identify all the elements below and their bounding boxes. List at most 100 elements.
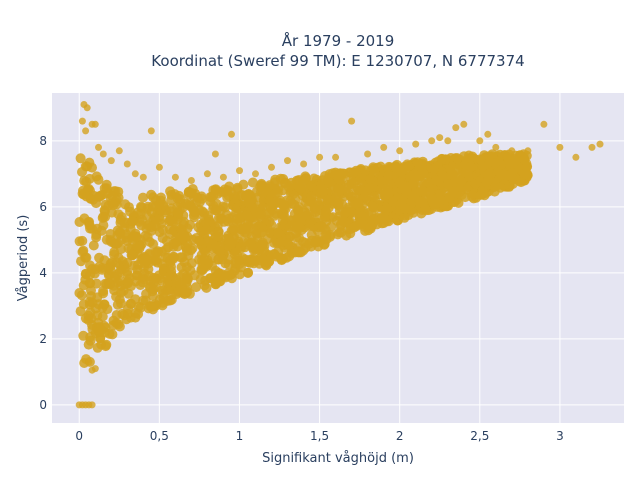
data-point xyxy=(175,271,186,282)
data-point xyxy=(74,288,85,298)
data-point xyxy=(78,245,89,256)
data-point xyxy=(426,194,437,205)
data-point xyxy=(236,167,243,175)
data-point xyxy=(146,207,157,218)
data-point xyxy=(178,202,189,213)
data-point xyxy=(267,205,278,215)
data-point xyxy=(93,174,104,185)
data-point xyxy=(203,211,214,221)
data-point xyxy=(256,240,267,251)
data-point xyxy=(412,157,423,168)
data-point xyxy=(130,276,141,287)
data-point xyxy=(154,227,165,238)
y-tick-label: 0 xyxy=(39,398,47,412)
data-point xyxy=(144,301,155,312)
data-point xyxy=(360,165,371,176)
data-point xyxy=(150,247,161,258)
data-point xyxy=(367,201,378,212)
data-point xyxy=(109,247,120,258)
data-point xyxy=(174,190,185,201)
data-point xyxy=(284,157,291,165)
data-point xyxy=(379,190,390,201)
chart-subtitle: Koordinat (Sweref 99 TM): E 1230707, N 6… xyxy=(151,52,524,70)
data-point xyxy=(377,213,388,223)
data-point xyxy=(292,204,303,215)
data-point xyxy=(324,177,335,188)
data-point xyxy=(316,153,324,161)
data-point xyxy=(298,176,309,186)
data-point xyxy=(248,258,259,269)
data-point xyxy=(522,161,533,172)
data-point xyxy=(165,295,176,306)
y-tick-label: 6 xyxy=(39,200,47,214)
density-layer xyxy=(74,149,533,368)
data-point xyxy=(127,216,138,227)
data-point xyxy=(213,213,224,224)
data-point xyxy=(105,265,116,276)
data-point xyxy=(316,195,327,206)
data-point xyxy=(91,198,102,209)
data-point xyxy=(171,173,179,181)
data-point xyxy=(197,255,207,266)
x-tick-label: 3 xyxy=(556,429,564,443)
data-point xyxy=(83,339,94,350)
data-point xyxy=(172,241,183,252)
data-point xyxy=(157,300,168,311)
data-point xyxy=(238,237,249,247)
data-point xyxy=(140,230,151,241)
data-point xyxy=(435,195,446,206)
data-point xyxy=(275,173,286,184)
data-point xyxy=(320,207,331,217)
data-point xyxy=(416,208,427,219)
data-point xyxy=(320,230,331,241)
data-point xyxy=(335,220,346,231)
y-tick-label: 2 xyxy=(39,332,47,346)
data-point xyxy=(125,206,136,217)
data-point xyxy=(145,282,156,293)
data-point xyxy=(481,177,492,187)
data-point xyxy=(540,120,548,128)
data-point xyxy=(588,143,596,151)
data-point xyxy=(476,137,484,145)
data-point xyxy=(238,179,249,190)
data-point xyxy=(475,154,486,165)
data-point xyxy=(490,158,501,169)
data-point xyxy=(154,199,165,210)
data-point xyxy=(90,328,101,339)
data-point xyxy=(242,267,253,278)
data-point xyxy=(92,342,103,353)
data-point xyxy=(99,150,107,158)
data-point xyxy=(132,240,143,251)
data-point xyxy=(447,170,458,181)
data-point xyxy=(131,231,142,242)
data-point xyxy=(100,341,111,352)
data-point xyxy=(332,153,340,161)
data-point xyxy=(113,209,124,220)
data-point xyxy=(213,231,224,242)
data-point xyxy=(382,181,393,192)
data-point xyxy=(217,254,227,265)
data-point xyxy=(201,224,212,235)
data-point xyxy=(464,153,475,164)
data-point xyxy=(211,150,219,158)
data-point xyxy=(283,238,294,249)
data-point xyxy=(400,203,411,214)
data-point xyxy=(436,134,444,142)
data-point xyxy=(215,276,226,287)
data-point xyxy=(398,181,409,192)
data-point xyxy=(107,329,118,340)
data-point xyxy=(296,212,307,223)
data-point xyxy=(95,143,102,151)
y-axis-title: Vågperiod (s) xyxy=(16,215,31,302)
x-tick-label: 2 xyxy=(396,429,404,443)
data-point xyxy=(225,236,235,247)
data-point xyxy=(495,182,506,193)
data-point xyxy=(252,170,259,178)
data-point xyxy=(456,175,467,186)
data-point xyxy=(348,167,359,178)
data-point xyxy=(203,170,211,178)
data-point xyxy=(220,202,231,213)
data-point xyxy=(148,290,158,301)
data-point xyxy=(460,120,468,128)
